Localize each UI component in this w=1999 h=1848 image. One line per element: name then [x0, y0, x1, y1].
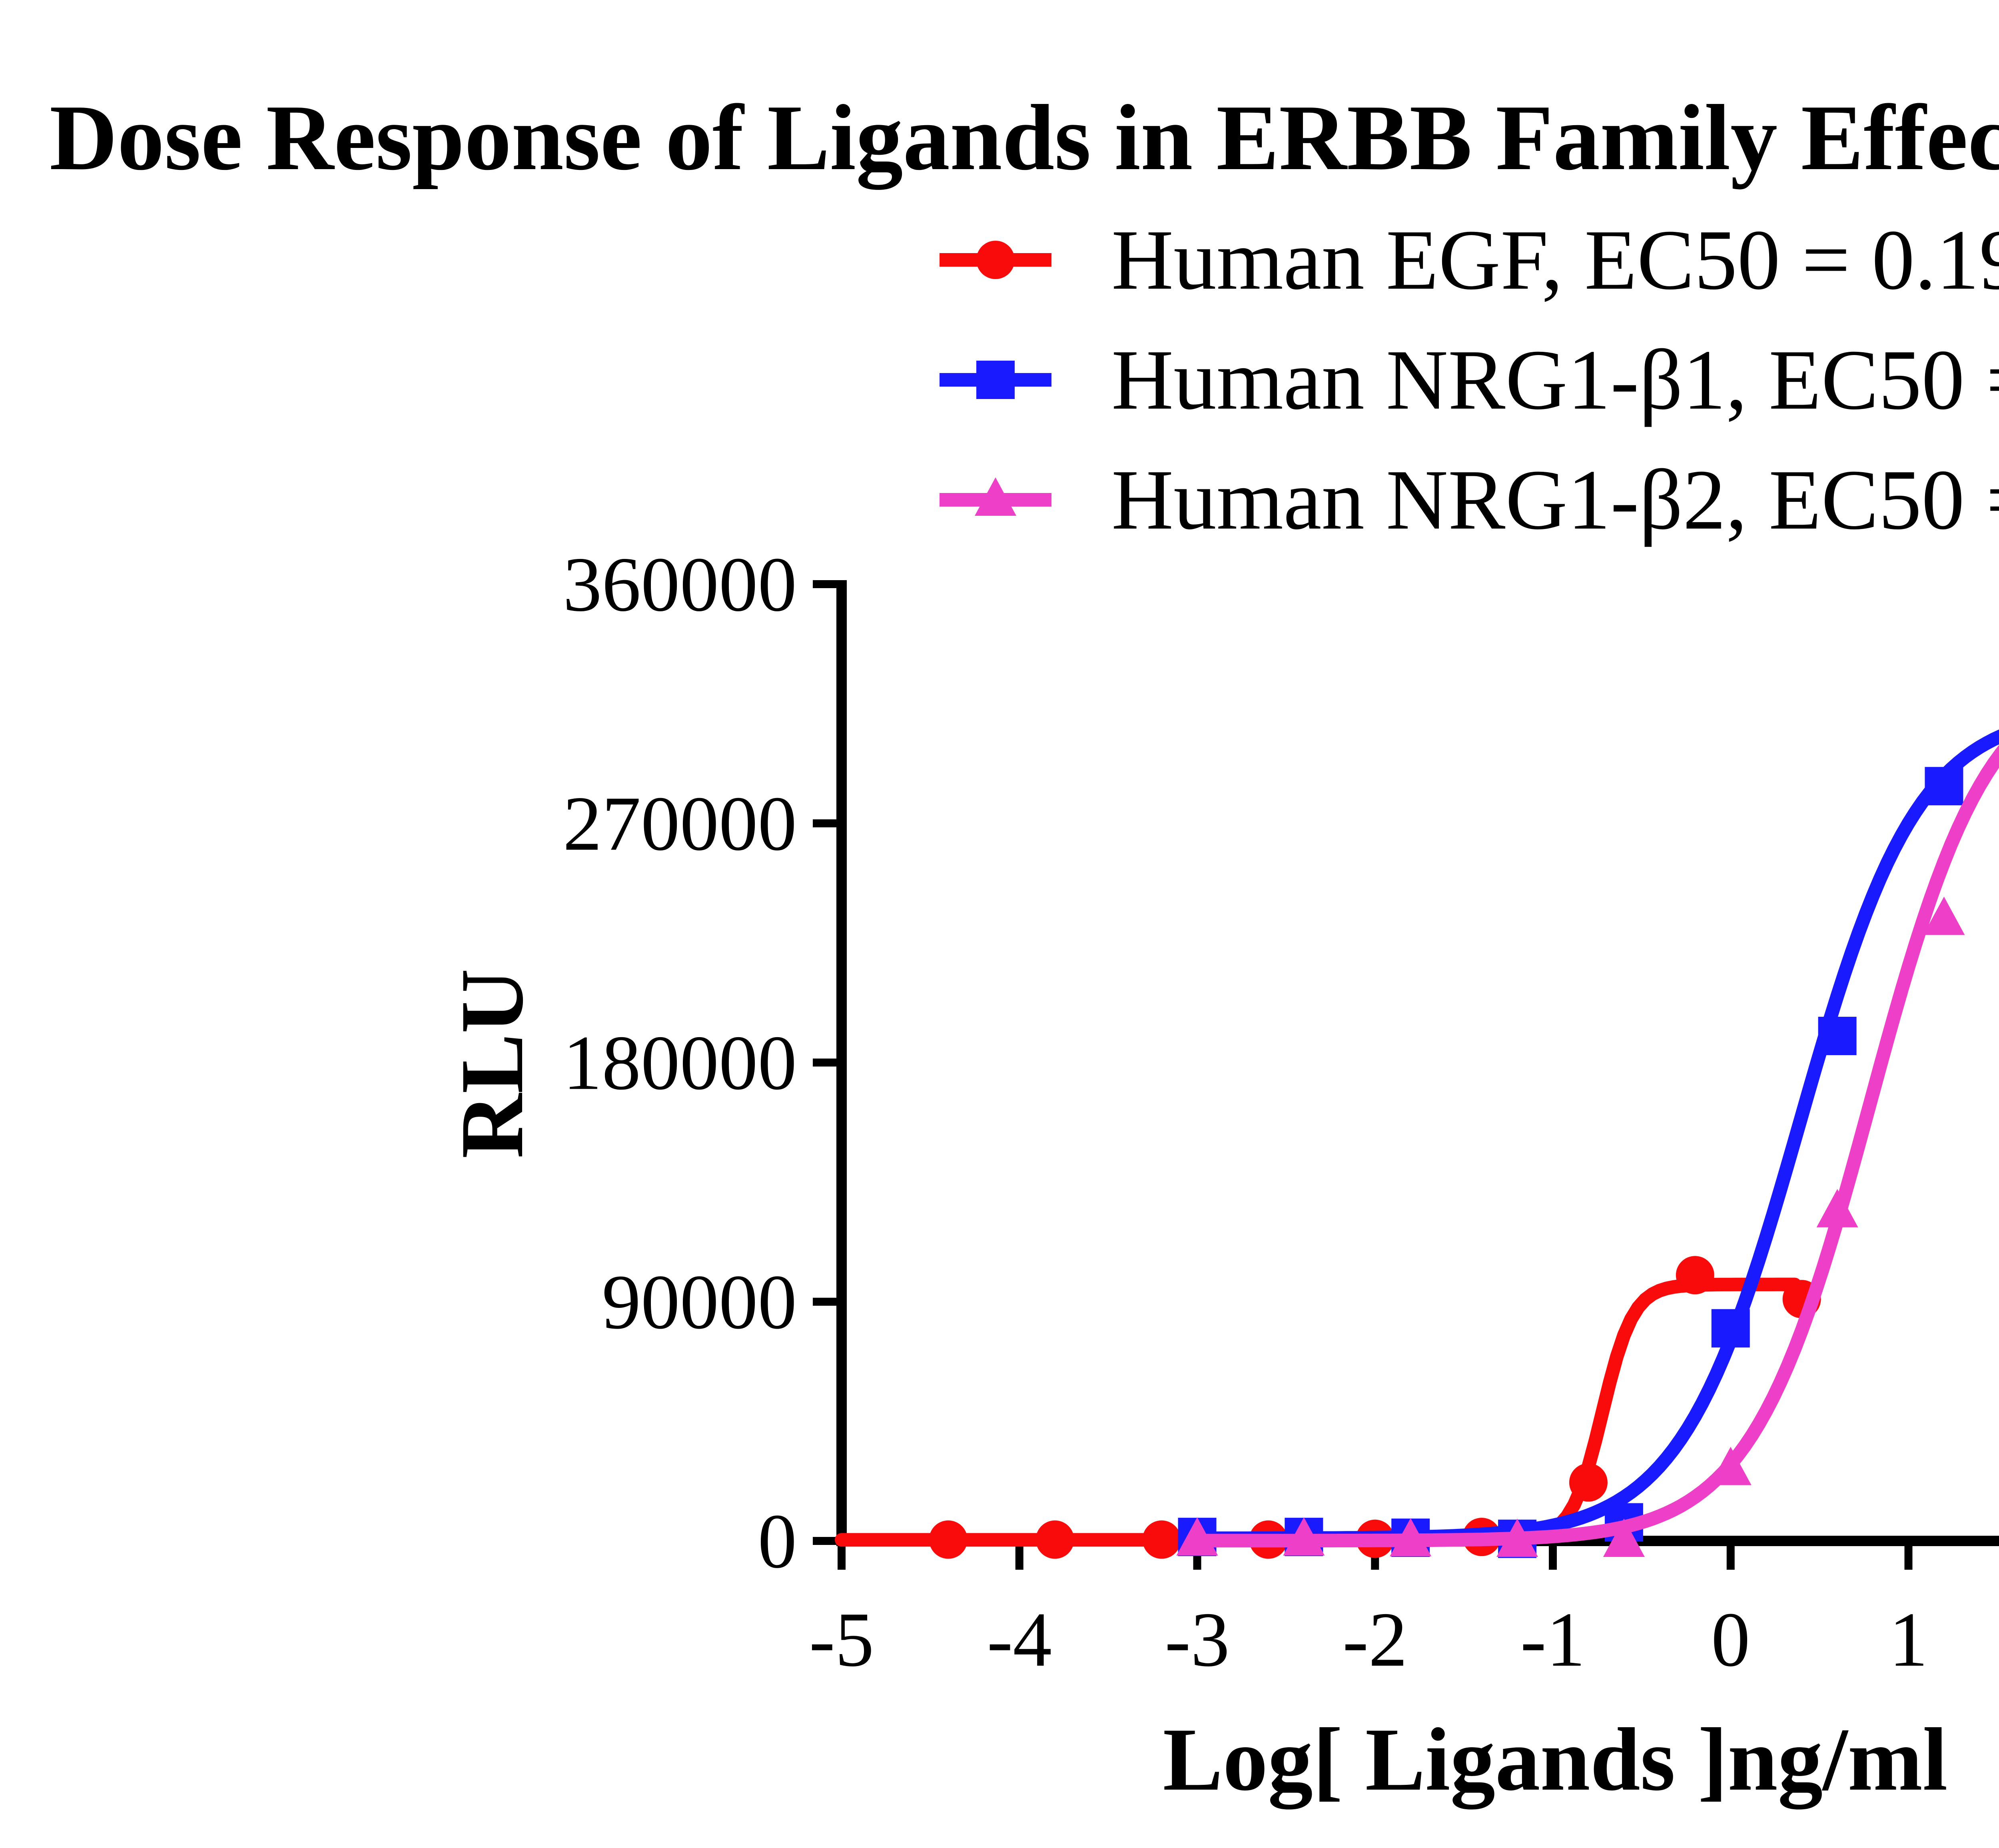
- legend-label: Human EGF, EC50 = 0.19 ng/ml: [1111, 212, 1999, 307]
- x-tick-label: 0: [1711, 1597, 1750, 1683]
- data-point: [975, 477, 1016, 516]
- series-triangle: [1176, 745, 1999, 1557]
- data-point: [1923, 896, 1965, 935]
- y-tick-label: 90000: [602, 1259, 797, 1345]
- data-point: [976, 241, 1015, 279]
- legend-item-nrg1-b2: Human NRG1-β2, EC50 = 6.08 ng/ml: [940, 440, 1999, 560]
- y-tick-label: 0: [758, 1498, 797, 1585]
- legend-item-egf: Human EGF, EC50 = 0.19 ng/ml: [940, 200, 1999, 320]
- data-point: [1676, 1256, 1714, 1295]
- data-point: [1176, 1517, 1218, 1556]
- y-tick-label: 360000: [563, 541, 797, 628]
- circle-marker-icon: [940, 241, 1051, 279]
- x-axis-title: Log[ Ligands ]ng/ml: [1163, 1709, 1948, 1809]
- y-tick-label: 270000: [563, 780, 797, 867]
- x-tick-label: -5: [809, 1597, 874, 1683]
- x-tick-label: 1: [1889, 1597, 1928, 1683]
- x-tick-label: -3: [1165, 1597, 1229, 1683]
- y-axis-title: RLU: [442, 968, 542, 1159]
- chart-title: Dose Response of Ligands in ERBB Family …: [49, 86, 1999, 190]
- triangle-marker-icon: [940, 477, 1051, 516]
- data-point: [1142, 1520, 1181, 1559]
- data-point: [1390, 1518, 1432, 1557]
- x-tick-label: -1: [1520, 1597, 1585, 1683]
- legend-item-nrg1-b1: Human NRG1-β1, EC50 = 2.44 ng/ml: [940, 320, 1999, 440]
- legend-label: Human NRG1-β1, EC50 = 2.44 ng/ml: [1111, 332, 1999, 427]
- data-point: [1035, 1520, 1074, 1559]
- data-point: [1711, 1309, 1750, 1348]
- data-point: [976, 361, 1015, 399]
- square-marker-icon: [940, 361, 1051, 399]
- fit-curve: [835, 1277, 1801, 1547]
- data-point: [1496, 1519, 1538, 1557]
- x-tick-label: -2: [1343, 1597, 1407, 1683]
- x-tick-label: -4: [987, 1597, 1052, 1683]
- data-point: [1816, 1189, 1858, 1227]
- data-point: [1710, 1447, 1752, 1485]
- data-point: [1283, 1517, 1325, 1556]
- y-tick-label: 180000: [563, 1020, 797, 1106]
- legend-label: Human NRG1-β2, EC50 = 6.08 ng/ml: [1111, 452, 1999, 547]
- data-point: [1925, 767, 1963, 806]
- data-point: [929, 1520, 968, 1559]
- legend: Human EGF, EC50 = 0.19 ng/ml Human NRG1-…: [940, 200, 1999, 560]
- data-point: [1818, 1017, 1857, 1056]
- data-point: [1603, 1519, 1645, 1557]
- data-point: [1569, 1463, 1608, 1502]
